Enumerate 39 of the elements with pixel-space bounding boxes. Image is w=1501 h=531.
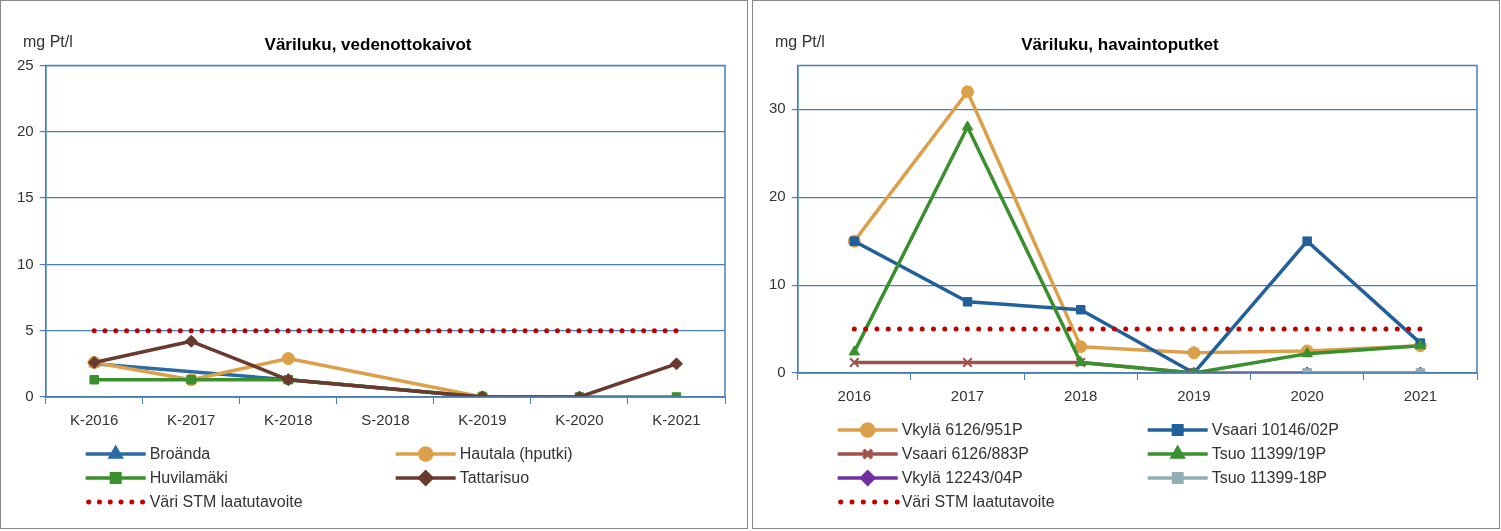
y-axis-title: mg Pt/l (23, 33, 73, 51)
x-tick-label: 2016 (837, 387, 871, 405)
legend-label: Väri STM laatutavoite (901, 493, 1055, 511)
legend-label: Vsaari 10146/02P (1211, 421, 1339, 439)
y-tick-label: 10 (769, 275, 786, 293)
y-tick-label: 5 (25, 320, 34, 338)
x-tick-label: K-2017 (167, 411, 216, 429)
x-tick-label: 2018 (1064, 387, 1098, 405)
y-tick-label: 25 (17, 55, 34, 73)
chart-title: Väriluku, vedenottokaivot (264, 34, 472, 54)
legend-label: Vkylä 12243/04P (901, 469, 1023, 487)
legend-label: Tsuo 11399-18P (1211, 469, 1328, 487)
y-tick-label: 0 (25, 387, 34, 405)
x-tick-label: 2020 (1290, 387, 1324, 405)
chart-title: Väriluku, havaintoputket (1021, 34, 1220, 54)
legend-label: Väri STM laatutavoite (149, 493, 303, 511)
x-tick-label: K-2019 (458, 411, 507, 429)
x-tick-label: 2019 (1177, 387, 1211, 405)
x-tick-label: 2021 (1403, 387, 1438, 405)
x-tick-label: S-2018 (361, 411, 410, 429)
y-tick-label: 10 (17, 254, 34, 272)
x-tick-label: 2017 (950, 387, 985, 405)
x-tick-label: K-2021 (652, 411, 701, 429)
legend-label: Hautala (hputki) (459, 445, 573, 463)
y-tick-label: 30 (769, 99, 786, 117)
x-tick-label: K-2016 (70, 411, 119, 429)
y-tick-label: 20 (769, 187, 786, 205)
legend-label: Vsaari 6126/883P (901, 445, 1029, 463)
x-tick-label: K-2020 (555, 411, 604, 429)
y-tick-label: 20 (17, 121, 34, 139)
legend-label: Broända (149, 445, 211, 463)
y-axis-title: mg Pt/l (775, 33, 825, 51)
x-tick-label: K-2018 (264, 411, 313, 429)
legend-label: Tsuo 11399/19P (1211, 445, 1327, 463)
legend-label: Vkylä 6126/951P (901, 421, 1023, 439)
legend-label: Tattarisuo (459, 469, 530, 487)
y-tick-label: 0 (777, 363, 786, 381)
legend-label: Huvilamäki (149, 469, 228, 487)
y-tick-label: 15 (17, 188, 34, 206)
